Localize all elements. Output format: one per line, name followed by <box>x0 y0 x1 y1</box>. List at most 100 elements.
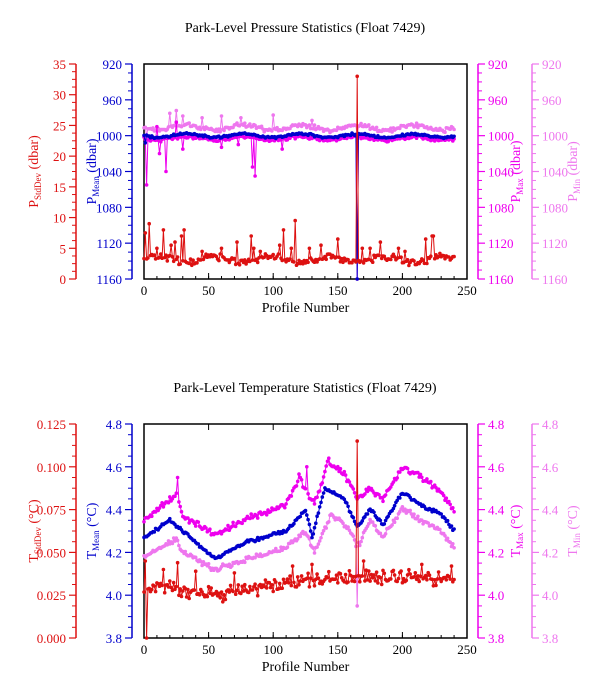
data-point-max <box>294 484 299 488</box>
data-point-stddev <box>178 262 182 266</box>
data-point-min <box>308 126 313 131</box>
data-point-stddev <box>248 584 252 589</box>
data-point-stddev <box>152 253 157 257</box>
data-point-mean <box>306 517 310 522</box>
y-label-symbol: P <box>566 194 581 202</box>
data-point-max <box>240 521 244 526</box>
data-point-stddev <box>250 258 255 262</box>
data-point-mean <box>346 504 350 509</box>
y-tick-label: 4.8 <box>106 417 122 432</box>
data-point-stddev <box>217 258 221 263</box>
data-point-max <box>363 492 367 496</box>
data-point-mean <box>345 501 349 505</box>
data-point-stddev <box>179 594 184 599</box>
data-point-mean <box>449 524 454 528</box>
y-axis-label: TStdDev (°C) <box>27 499 43 563</box>
y-tick-label: 10 <box>53 211 66 226</box>
data-point-stddev <box>306 260 310 265</box>
data-point-stddev <box>223 597 228 602</box>
data-point-mean <box>196 542 201 546</box>
data-point-mean <box>383 518 388 523</box>
y-tick-label: 4.8 <box>488 417 504 432</box>
data-point-stddev <box>299 574 304 578</box>
data-point-stddev <box>277 581 282 586</box>
y-tick-label: 0.000 <box>37 631 66 646</box>
data-point-mean <box>352 519 357 524</box>
y-axis-label: PMean (dbar) <box>85 138 101 204</box>
data-point-stddev <box>292 260 296 264</box>
data-point-mean <box>452 134 456 139</box>
y-label-symbol: P <box>85 197 100 205</box>
data-point-stddev <box>404 578 409 583</box>
data-point-stddev <box>231 589 235 594</box>
data-point-min <box>181 114 185 118</box>
data-point-min <box>253 555 257 560</box>
data-point-stddev <box>297 583 301 587</box>
series-stddev <box>142 74 456 268</box>
y-axis-mean: 920 960 1000 1040 1080 1120 1160 PMean (dbar) <box>85 57 133 287</box>
data-point-max <box>161 505 166 509</box>
data-point-max <box>253 174 257 178</box>
y-tick-label: 4.4 <box>542 503 559 518</box>
y-axis-label: PMax (dbar) <box>509 140 525 202</box>
data-point-stddev <box>325 575 330 580</box>
y-tick-label: 0.075 <box>37 503 66 518</box>
data-point-stddev <box>312 584 317 588</box>
y-tick-label: 960 <box>488 93 508 108</box>
data-point-stddev <box>159 252 163 256</box>
data-point-stddev <box>142 590 146 594</box>
y-tick-label: 4.2 <box>106 545 122 560</box>
y-tick-label: 15 <box>53 180 66 195</box>
data-point-stddev <box>271 589 276 594</box>
chart-panel-pressure: Park-Level Pressure Statistics (Float 74… <box>27 21 582 316</box>
data-point-stddev <box>235 240 239 244</box>
data-point-stddev <box>434 253 438 257</box>
data-point-mean <box>311 532 316 536</box>
data-point-min <box>448 540 453 544</box>
data-point-min <box>400 505 405 509</box>
data-point-stddev <box>355 439 360 443</box>
x-tick-label: 150 <box>328 283 348 298</box>
data-point-stddev <box>184 595 189 599</box>
data-point-min <box>274 546 278 551</box>
data-point-min <box>378 531 383 536</box>
data-point-max <box>226 523 230 528</box>
data-point-stddev <box>298 579 303 583</box>
data-point-min <box>452 127 456 132</box>
data-point-stddev <box>324 257 329 262</box>
data-point-min <box>409 512 414 516</box>
data-point-stddev <box>448 577 453 581</box>
data-point-max <box>178 504 182 509</box>
y-tick-label: 1080 <box>488 200 514 215</box>
data-point-stddev <box>418 574 423 578</box>
chart-title: Park-Level Temperature Statistics (Float… <box>173 381 436 396</box>
data-point-stddev <box>361 261 366 265</box>
x-tick-label: 150 <box>328 642 348 657</box>
data-point-stddev <box>379 582 384 587</box>
y-tick-label: 30 <box>53 88 66 103</box>
y-tick-label: 920 <box>488 57 508 72</box>
y-tick-label: 5 <box>60 241 67 256</box>
data-point-stddev <box>170 254 175 259</box>
y-axis-mean: 3.8 4.0 4.2 4.4 4.6 4.8 TMean (°C) <box>85 417 133 646</box>
data-point-mean <box>398 496 402 500</box>
data-point-stddev <box>421 258 425 263</box>
y-tick-label: 4.2 <box>542 545 558 560</box>
data-point-stddev <box>307 246 312 251</box>
data-point-stddev <box>252 246 256 251</box>
data-point-stddev <box>200 249 204 254</box>
data-point-min <box>295 537 300 541</box>
y-tick-label: 1160 <box>96 272 122 287</box>
data-point-stddev <box>187 596 191 601</box>
data-point-min <box>175 538 180 543</box>
data-point-stddev <box>144 636 149 640</box>
data-point-min <box>239 116 243 120</box>
x-tick-label: 200 <box>393 642 413 657</box>
data-point-stddev <box>173 240 177 244</box>
y-axis-min: 3.8 4.0 4.2 4.4 4.6 4.8 TMin (°C) <box>531 417 582 646</box>
y-label-unit: (dbar) <box>509 140 524 178</box>
y-tick-label: 1160 <box>488 272 514 287</box>
data-point-min <box>298 534 303 539</box>
data-point-min <box>390 523 394 527</box>
data-point-min <box>352 538 357 542</box>
